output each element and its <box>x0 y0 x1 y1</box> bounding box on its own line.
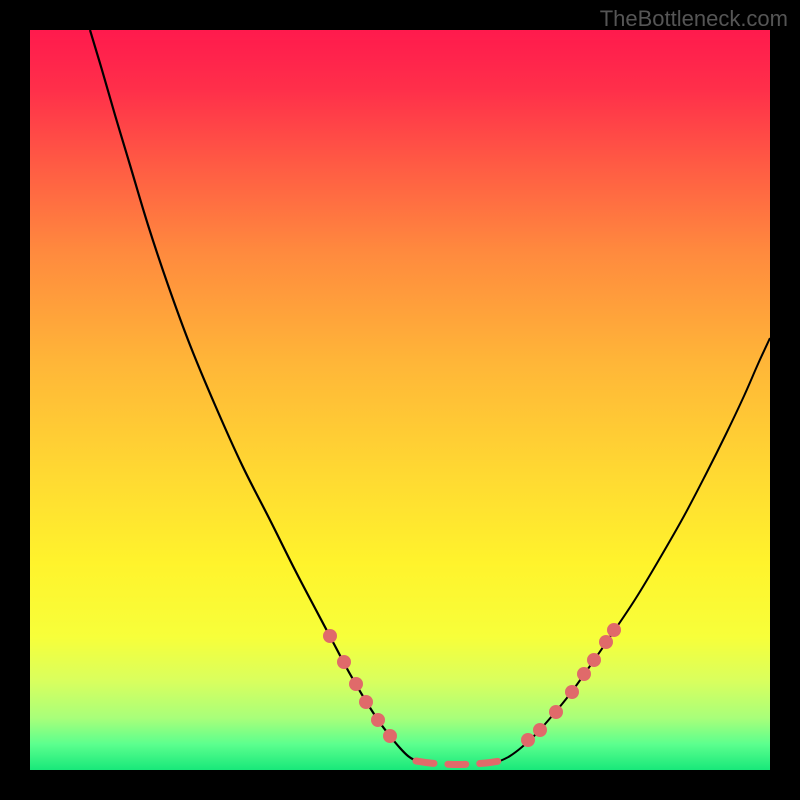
curve-right <box>500 338 770 761</box>
marker-dot <box>533 723 547 737</box>
curve-left <box>90 30 416 761</box>
curve-bottom-dash <box>416 761 500 765</box>
chart-svg <box>30 30 770 770</box>
marker-dot <box>577 667 591 681</box>
marker-dot <box>337 655 351 669</box>
marker-dot <box>371 713 385 727</box>
plot-area <box>30 30 770 770</box>
marker-dot <box>607 623 621 637</box>
markers-right-cluster <box>521 623 621 747</box>
marker-dot <box>587 653 601 667</box>
watermark-text: TheBottleneck.com <box>600 6 788 32</box>
marker-dot <box>521 733 535 747</box>
chart-container: TheBottleneck.com <box>0 0 800 800</box>
marker-dot <box>323 629 337 643</box>
marker-dot <box>599 635 613 649</box>
marker-dot <box>359 695 373 709</box>
marker-dot <box>565 685 579 699</box>
marker-dot <box>549 705 563 719</box>
marker-dot <box>383 729 397 743</box>
marker-dot <box>349 677 363 691</box>
